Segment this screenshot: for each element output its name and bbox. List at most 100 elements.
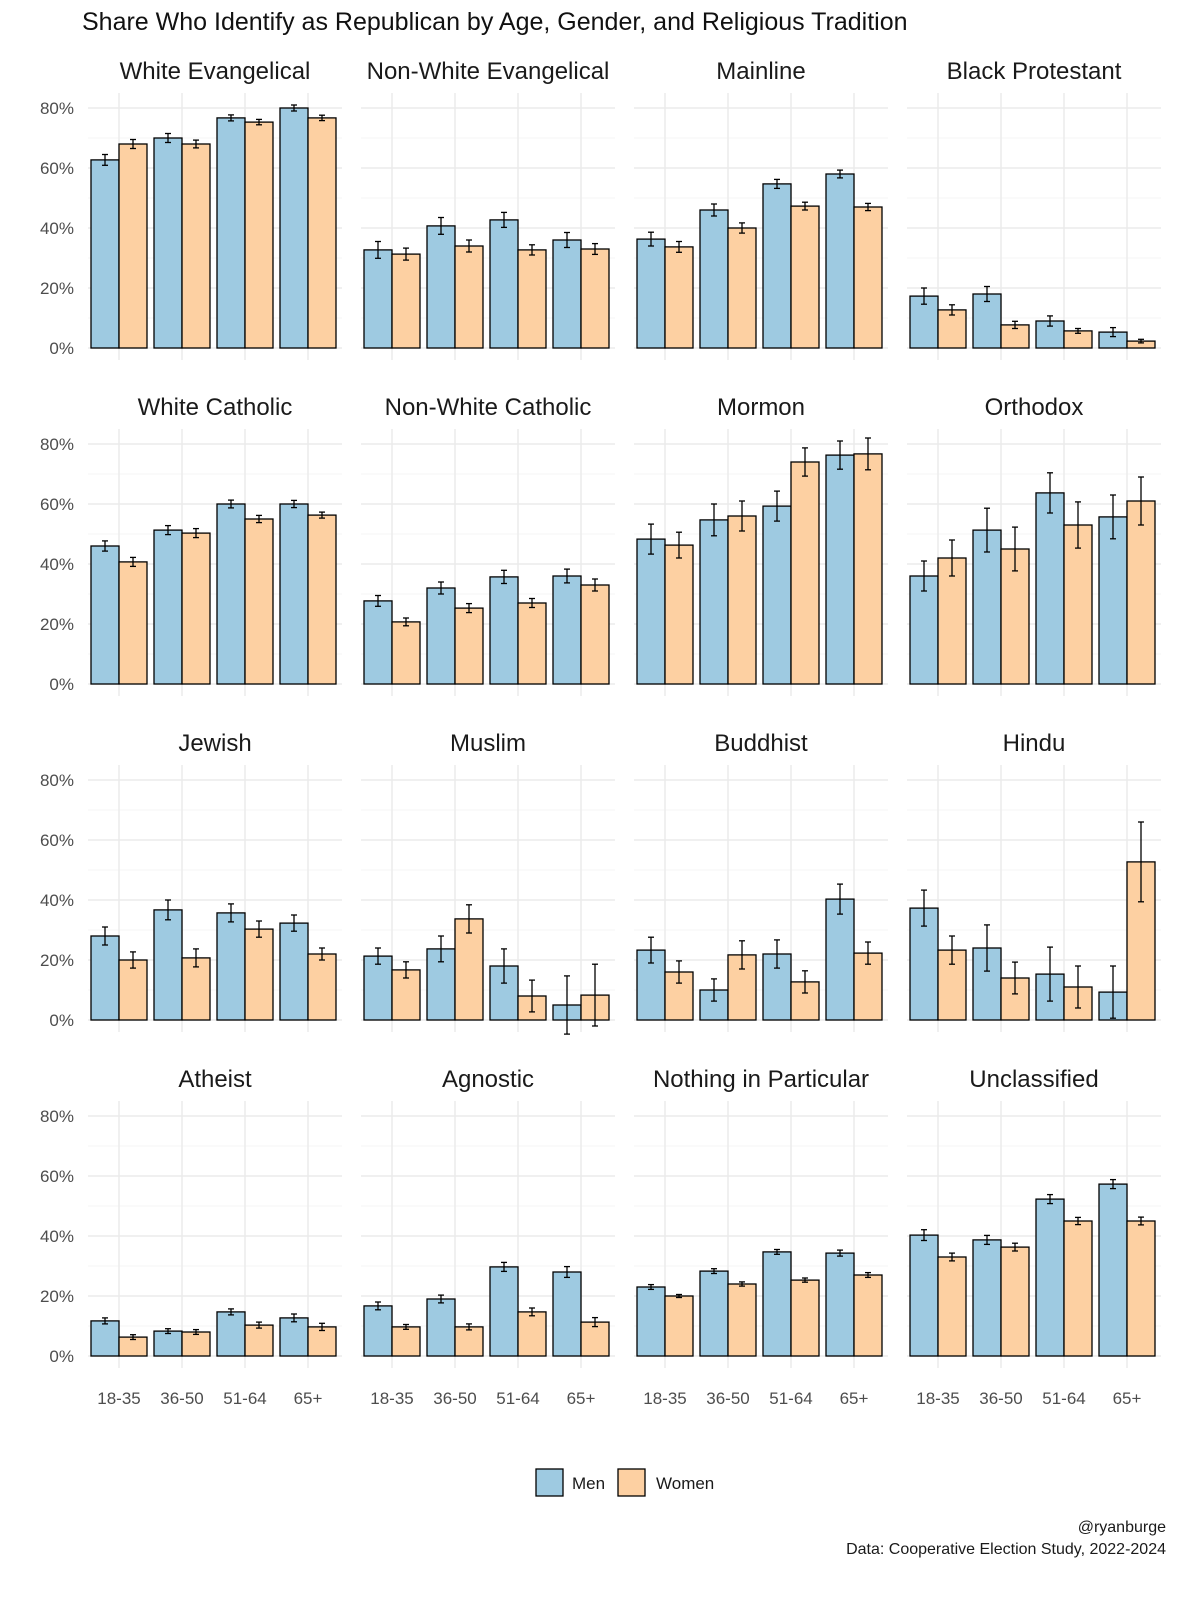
error-bar-women-36-50 bbox=[466, 1323, 472, 1331]
error-bar-women-65+ bbox=[865, 1271, 871, 1279]
bar-men-36-50 bbox=[426, 587, 456, 685]
error-bar-women-65+ bbox=[865, 437, 871, 471]
x-tick-label: 18-35 bbox=[97, 1389, 140, 1408]
x-tick-label: 36-50 bbox=[160, 1389, 203, 1408]
error-bar-women-51-64 bbox=[256, 920, 262, 938]
bar-men-65+ bbox=[825, 898, 855, 1021]
bar-women-65+ bbox=[307, 953, 337, 1021]
bar-women-51-64 bbox=[244, 518, 274, 685]
y-tick-label: 20% bbox=[40, 615, 74, 634]
error-bar-men-65+ bbox=[564, 568, 570, 584]
bar-men-51-64 bbox=[1035, 492, 1065, 685]
error-bar-men-65+ bbox=[291, 914, 297, 932]
error-bar-women-51-64 bbox=[256, 1321, 262, 1329]
error-bar-women-36-50 bbox=[193, 948, 199, 968]
y-tick-label: 80% bbox=[40, 99, 74, 118]
error-bar-men-18-35 bbox=[921, 287, 927, 305]
x-tick-label: 65+ bbox=[567, 1389, 596, 1408]
error-bar-men-51-64 bbox=[501, 211, 507, 229]
error-bar-men-51-64 bbox=[1047, 315, 1053, 327]
error-bar-men-36-50 bbox=[165, 132, 171, 144]
y-tick-label: 40% bbox=[40, 1227, 74, 1246]
error-bar-men-36-50 bbox=[438, 581, 444, 595]
y-tick-label: 0% bbox=[49, 1347, 74, 1366]
bar-men-36-50 bbox=[153, 909, 183, 1021]
error-bar-women-65+ bbox=[1138, 821, 1144, 903]
error-bar-men-51-64 bbox=[501, 1261, 507, 1273]
panel-non-white-evangelical: Non-White Evangelical bbox=[361, 58, 615, 360]
error-bar-men-51-64 bbox=[774, 939, 780, 969]
bar-men-51-64 bbox=[1035, 1198, 1065, 1357]
bar-women-51-64 bbox=[244, 928, 274, 1021]
error-bar-women-51-64 bbox=[529, 597, 535, 609]
error-bar-men-65+ bbox=[564, 975, 570, 1035]
bar-men-36-50 bbox=[699, 519, 729, 685]
error-bar-women-51-64 bbox=[1075, 1216, 1081, 1226]
bar-men-36-50 bbox=[972, 1239, 1002, 1357]
error-bar-women-18-35 bbox=[130, 138, 136, 150]
bar-men-65+ bbox=[552, 575, 582, 685]
error-bar-women-51-64 bbox=[1075, 501, 1081, 549]
bar-women-36-50 bbox=[454, 1326, 484, 1357]
bar-women-65+ bbox=[307, 117, 337, 349]
error-bar-men-51-64 bbox=[1047, 946, 1053, 1002]
error-bar-men-65+ bbox=[1110, 965, 1116, 1019]
bar-men-51-64 bbox=[216, 1311, 246, 1357]
error-bar-men-65+ bbox=[1110, 1178, 1116, 1190]
bar-men-65+ bbox=[279, 922, 309, 1021]
bar-women-18-35 bbox=[937, 1256, 967, 1357]
error-bar-women-18-35 bbox=[130, 556, 136, 568]
error-bar-women-51-64 bbox=[1075, 965, 1081, 1009]
bar-men-65+ bbox=[825, 454, 855, 685]
error-bar-women-36-50 bbox=[1012, 1242, 1018, 1252]
x-tick-label: 51-64 bbox=[496, 1389, 539, 1408]
legend-swatch-men bbox=[535, 1468, 564, 1497]
x-tick-label: 36-50 bbox=[706, 1389, 749, 1408]
bar-women-36-50 bbox=[454, 607, 484, 685]
error-bar-women-18-35 bbox=[949, 539, 955, 577]
bar-men-36-50 bbox=[153, 529, 183, 685]
panel-title: Muslim bbox=[450, 730, 526, 757]
error-bar-women-51-64 bbox=[802, 970, 808, 994]
error-bar-women-36-50 bbox=[1012, 320, 1018, 330]
error-bar-women-36-50 bbox=[466, 602, 472, 614]
panel-title: White Catholic bbox=[138, 394, 293, 421]
error-bar-women-51-64 bbox=[802, 1277, 808, 1283]
error-bar-men-18-35 bbox=[648, 936, 654, 964]
panel-title: Unclassified bbox=[969, 1066, 1098, 1093]
error-bar-women-51-64 bbox=[802, 201, 808, 211]
bar-women-65+ bbox=[853, 453, 883, 685]
error-bar-men-51-64 bbox=[501, 569, 507, 585]
error-bar-men-36-50 bbox=[165, 899, 171, 921]
error-bar-men-18-35 bbox=[375, 1301, 381, 1311]
bar-men-18-35 bbox=[90, 935, 120, 1021]
error-bar-women-18-35 bbox=[949, 935, 955, 965]
bar-women-65+ bbox=[580, 248, 610, 349]
error-bar-men-65+ bbox=[837, 440, 843, 470]
y-tick-label: 40% bbox=[40, 555, 74, 574]
error-bar-women-65+ bbox=[865, 202, 871, 212]
bar-women-51-64 bbox=[244, 121, 274, 349]
bar-men-51-64 bbox=[489, 1266, 519, 1357]
chart-title: Share Who Identify as Republican by Age,… bbox=[82, 8, 908, 36]
bar-men-18-35 bbox=[90, 159, 120, 349]
error-bar-women-18-35 bbox=[676, 960, 682, 984]
panel-nothing-in-particular: Nothing in Particular 18-35 36-50 51-64 65+ bbox=[634, 1066, 888, 1408]
error-bar-men-36-50 bbox=[984, 507, 990, 553]
error-bar-women-51-64 bbox=[529, 979, 535, 1013]
panel-title: Agnostic bbox=[442, 1066, 534, 1093]
x-tick-label: 51-64 bbox=[1042, 1389, 1085, 1408]
y-tick-label: 40% bbox=[40, 219, 74, 238]
bar-women-18-35 bbox=[391, 1326, 421, 1357]
bar-women-65+ bbox=[307, 514, 337, 685]
error-bar-women-65+ bbox=[592, 242, 598, 256]
bar-women-18-35 bbox=[664, 1295, 694, 1357]
bar-women-36-50 bbox=[727, 1283, 757, 1357]
error-bar-women-65+ bbox=[319, 947, 325, 961]
y-tick-label: 0% bbox=[49, 339, 74, 358]
bar-men-18-35 bbox=[363, 1305, 393, 1357]
bar-men-65+ bbox=[1098, 516, 1128, 685]
bar-men-36-50 bbox=[699, 1270, 729, 1357]
y-tick-label: 60% bbox=[40, 1167, 74, 1186]
